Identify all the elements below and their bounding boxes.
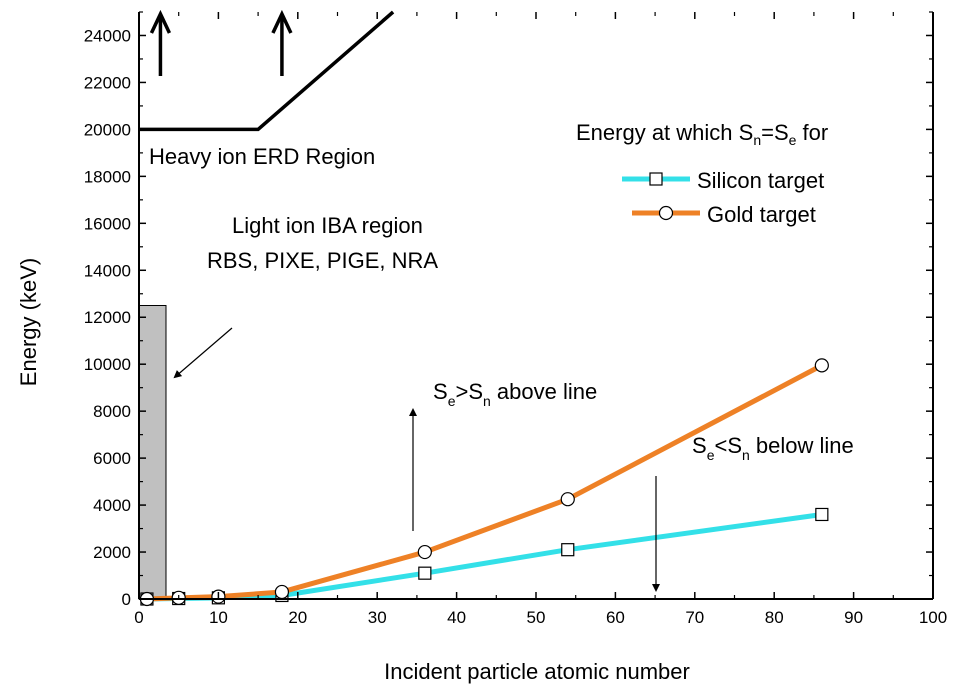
y-tick-label-12: 24000 [84,26,131,45]
x-tick-label-3: 30 [368,608,387,627]
y-tick-label-5: 10000 [84,355,131,374]
y-tick-label-11: 22000 [84,73,131,92]
x-tick-label-7: 70 [685,608,704,627]
legend-title: Energy at which Sn=Se for [576,120,828,148]
axes-layer: 0 10 20 30 40 50 60 70 80 90 100 0 2000 4000 6000 8000 1… [84,11,947,627]
regions-layer [138,9,395,600]
y-tick-label-4: 8000 [93,402,131,421]
light-ion-label-line2: RBS, PIXE, PIGE, NRA [207,248,438,273]
heavy-ion-boundary [139,10,395,132]
annotation-above-line: Se>Sn above line [433,379,597,409]
series-line-0 [146,511,823,602]
x-tick-label-10: 100 [919,608,947,627]
y-tick-label-2: 4000 [93,496,131,515]
y-tick-label-0: 0 [122,590,131,609]
series-1-point-4 [417,544,432,560]
annotation-below-line: Se<Sn below line [692,433,854,463]
series-1-point-3 [274,584,290,600]
x-tick-label-9: 90 [844,608,863,627]
y-tick-label-1: 2000 [93,543,131,562]
legend-label-gold: Gold target [707,202,816,227]
heavy-ion-arrow-head-1 [271,9,293,34]
x-tick-label-6: 60 [606,608,625,627]
legend-marker-silicon [649,172,663,186]
heavy-ion-arrow-head-0 [149,9,172,34]
legend-marker-gold [658,205,674,221]
series-0-point-4 [418,566,432,580]
x-tick-label-8: 80 [765,608,784,627]
x-tick-label-5: 50 [527,608,546,627]
legend-label-silicon: Silicon target [697,168,824,193]
series-1-point-6 [814,358,829,373]
light-ion-bar [138,305,167,600]
y-tick-label-6: 12000 [84,308,131,327]
light-ion-label-line1: Light ion IBA region [232,213,423,238]
y-tick-label-3: 6000 [93,449,131,468]
x-tick-label-2: 20 [288,608,307,627]
y-tick-label-7: 14000 [84,261,131,280]
arrow-to-light-ion-bar [173,327,233,379]
legend-item-silicon: Silicon target [622,168,824,193]
series-0-point-5 [561,543,575,557]
x-tick-label-4: 40 [447,608,466,627]
legend-item-gold: Gold target [632,202,816,227]
heavy-ion-label: Heavy ion ERD Region [149,144,375,169]
x-axis-title: Incident particle atomic number [384,659,690,684]
y-axis-title: Energy (keV) [16,258,41,386]
y-tick-label-10: 20000 [84,120,131,139]
series-1-point-5 [560,492,575,507]
x-tick-label-1: 10 [209,608,228,627]
x-tick-label-0: 0 [134,608,143,627]
y-tick-label-9: 18000 [84,167,131,186]
y-tick-label-8: 16000 [84,214,131,233]
series-0-point-6 [815,507,829,522]
